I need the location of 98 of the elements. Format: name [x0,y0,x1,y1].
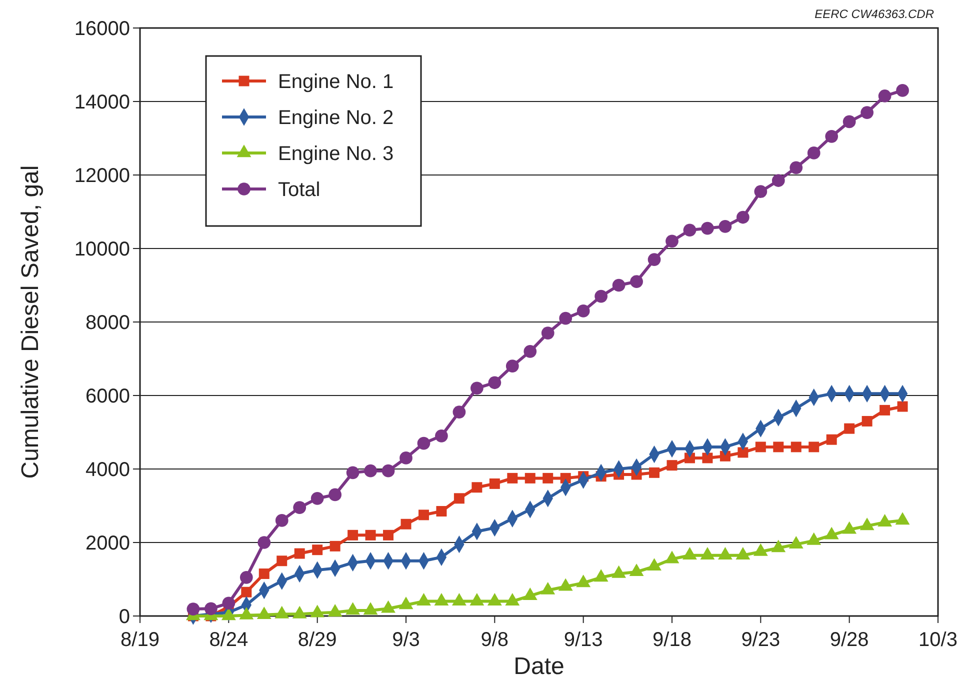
point [773,442,784,452]
y-tick-label: 16000 [74,18,130,40]
point [541,326,554,340]
point [807,146,820,160]
x-axis-title: Date [514,653,564,680]
point [524,472,536,484]
legend-label: Engine No. 3 [278,143,394,165]
point [276,556,288,566]
point [275,514,288,527]
point [418,510,429,520]
point [862,416,872,426]
text: EERC CW46363.CDR [814,7,934,21]
point [258,536,271,549]
point [666,234,678,248]
point [400,452,412,464]
x-tick-label: 8/19 [120,629,160,651]
point [718,220,732,233]
point [328,488,342,502]
point [240,570,253,584]
point [454,493,464,504]
point [470,382,484,395]
point [489,478,500,489]
y-tick-label: 2000 [86,532,130,554]
point [860,106,874,119]
point [790,161,803,174]
legend-label: Engine No. 2 [278,107,394,129]
point [204,602,218,616]
y-tick-label: 0 [118,606,130,628]
legend-label: Total [278,179,320,201]
x-tick-label: 9/13 [564,629,603,651]
x-tick-label: 9/8 [480,629,509,651]
point [186,602,200,616]
y-axis-title: Cumulative Diesel Saved, gal [17,165,44,479]
point [772,174,785,187]
point [488,376,502,390]
point [702,452,713,464]
point [364,464,377,478]
y-tick-label: 8000 [86,312,130,334]
point [435,430,448,442]
x-tick-label: 8/24 [209,629,248,651]
point [506,360,519,373]
point [594,290,608,303]
point [330,540,340,552]
y-tick-label: 4000 [86,459,130,481]
point [896,84,909,97]
point [312,544,323,556]
point [383,530,394,540]
point [542,472,554,484]
point [417,436,430,450]
point [258,568,270,579]
point [524,344,537,358]
point [507,472,518,484]
y-tick-label: 14000 [74,92,130,114]
point [649,467,660,478]
point [400,518,412,530]
point [365,530,376,540]
point [436,506,447,517]
point [648,253,661,266]
point [612,278,626,292]
point [294,548,305,559]
point [897,401,908,412]
x-tick-label: 10/3 [918,629,958,651]
point [825,130,838,143]
point [683,224,696,237]
point [844,423,855,434]
point [310,492,324,505]
x-tick-label: 9/28 [830,629,869,651]
point [754,185,768,198]
point [878,90,892,102]
point [472,482,482,493]
point [576,304,590,318]
point [293,501,306,514]
point [348,530,358,540]
point [826,434,837,445]
point [382,464,395,478]
point [755,442,766,452]
y-tick-label: 10000 [74,238,130,260]
point [346,466,360,480]
point [241,586,252,598]
legend-label: Engine No. 1 [278,71,394,93]
x-tick-label: 9/23 [741,629,780,651]
point [808,442,820,452]
point [736,210,750,224]
point [790,442,802,452]
x-tick-label: 8/29 [298,629,337,651]
point [738,447,748,458]
point [701,222,714,235]
x-tick-label: 9/3 [392,629,420,651]
point [222,596,236,610]
point [452,406,466,418]
y-tick-label: 12000 [74,165,130,187]
point [880,404,890,416]
point [666,460,678,471]
point [559,312,572,325]
point [630,275,643,288]
y-tick-label: 6000 [86,386,130,408]
point [842,115,856,128]
x-tick-label: 9/18 [652,629,692,651]
